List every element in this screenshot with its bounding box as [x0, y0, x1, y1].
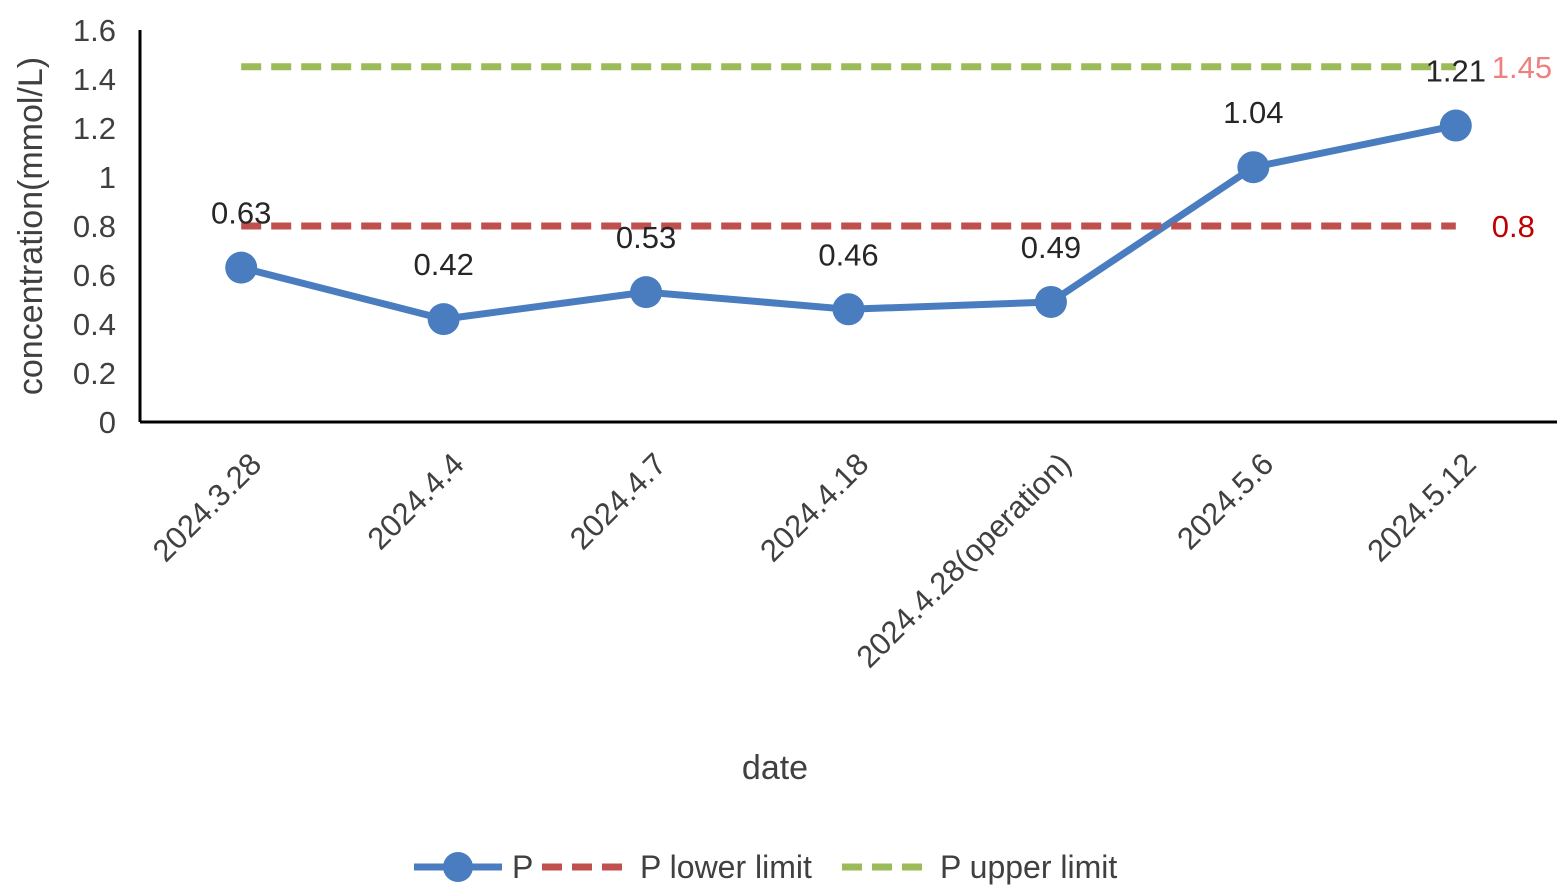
x-tick-label: 2024.3.28: [146, 446, 268, 568]
legend-item-p-upper-limit: P upper limit: [842, 849, 1117, 885]
x-tick-label: 2024.5.12: [1360, 446, 1482, 568]
x-tick-labels: 2024.3.28 2024.4.4 2024.4.7 2024.4.182024.4…: [146, 446, 1483, 674]
y-tick-label: 0.4: [73, 307, 116, 342]
y-tick-label: 0.6: [73, 258, 116, 293]
y-tick-label: 0.2: [73, 356, 116, 391]
y-tick-label: 1.4: [73, 62, 116, 97]
legend-label-p: P: [512, 849, 533, 885]
y-tick-label: 1.6: [73, 13, 116, 48]
data-point-marker: [1237, 151, 1270, 184]
data-label: 0.49: [1021, 230, 1081, 265]
limit-value-label: 0.8: [1492, 209, 1535, 244]
data-point-marker: [427, 303, 460, 336]
x-tick-label: 2024.4.4: [361, 446, 471, 556]
series-line-p: [240, 122, 1457, 323]
x-tick-label: 2024.4.18: [753, 446, 875, 568]
legend: P P lower limit P upper limit: [414, 849, 1117, 885]
x-axis-title: date: [742, 749, 808, 787]
x-tick-label: 2024.5.6: [1170, 446, 1280, 556]
limit-value-label: 1.45: [1492, 50, 1552, 85]
x-tick-label: 2024.4.7: [563, 446, 673, 556]
data-point-marker: [630, 276, 663, 309]
data-label: 1.21: [1426, 54, 1486, 89]
data-label: 0.42: [413, 247, 473, 282]
legend-item-p-lower-limit: P lower limit: [542, 849, 812, 885]
x-tick-label: 2024.4.28(operation): [850, 446, 1078, 674]
data-label: 0.53: [616, 220, 676, 255]
legend-item-p: P: [414, 849, 533, 885]
data-point-marker: [1034, 285, 1067, 318]
y-tick-labels: 0 0.2 0.4 0.6 0.8 1 1.2 1.4 1.6: [73, 13, 116, 440]
y-tick-label: 0.8: [73, 209, 116, 244]
data-label: 0.63: [211, 196, 271, 231]
y-axis-title: concentration(mmol/L): [12, 57, 50, 395]
data-point-marker: [832, 293, 865, 326]
legend-label-p-upper-limit: P upper limit: [940, 849, 1117, 885]
data-point-marker: [1439, 109, 1472, 142]
series-markers: [225, 109, 1472, 336]
data-labels: 0.63 0.42 0.53 0.46 0.49 1.04 1.21 0.8 1.45: [211, 50, 1552, 282]
y-tick-label: 0: [99, 405, 116, 440]
data-label: 1.04: [1223, 95, 1283, 130]
legend-label-p-lower-limit: P lower limit: [640, 849, 812, 885]
y-tick-label: 1.2: [73, 111, 116, 146]
axes: [138, 30, 1557, 424]
legend-marker-p: [443, 852, 473, 882]
data-label: 0.46: [818, 237, 878, 272]
data-point-marker: [225, 251, 258, 284]
y-tick-label: 1: [99, 160, 116, 195]
